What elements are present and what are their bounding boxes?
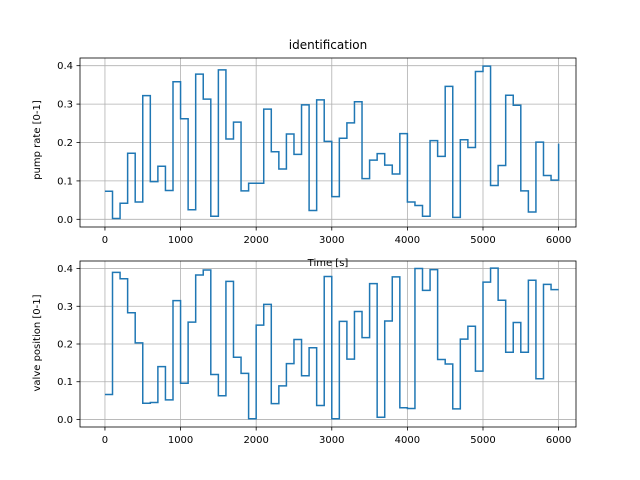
valve-position-subplot: 0 1000 2000 3000 4000 5000 6000 0.0 0.1 0.2 0.3 0.4 <box>57 260 577 446</box>
pump-rate-x-tick-label: 4000 <box>395 235 420 246</box>
valve-position-x-tick-label: 1000 <box>168 435 193 446</box>
pump-rate-series-line <box>104 65 560 220</box>
pump-rate-y-axis-label: pump rate [0-1] <box>32 100 43 180</box>
pump-rate-y-tick-label: 0.3 <box>57 100 73 111</box>
valve-position-x-tick-label: 0 <box>102 435 108 446</box>
pump-rate-y-tick-label: 0.4 <box>57 61 73 72</box>
valve-position-y-axis-label: valve position [0-1] <box>32 294 43 391</box>
valve-position-x-tick-label: 4000 <box>395 435 420 446</box>
valve-position-series-line <box>104 267 559 420</box>
pump-rate-x-tick-label: 1000 <box>168 235 193 246</box>
pump-rate-x-axis-label: Time [s] <box>307 258 349 269</box>
valve-position-x-tick-label: 5000 <box>470 435 495 446</box>
pump-rate-x-tick-label: 5000 <box>470 235 495 246</box>
valve-position-x-tick-label: 3000 <box>319 435 344 446</box>
pump-rate-x-tick-label: 0 <box>102 235 108 246</box>
valve-position-y-tick-label: 0.3 <box>57 302 73 313</box>
pump-rate-subplot: 0 1000 2000 3000 4000 5000 6000 0.0 0.1 0.2 0.3 0.4 <box>57 57 577 246</box>
pump-rate-y-tick-label: 0.1 <box>57 176 73 187</box>
chart-title: identification <box>289 38 367 52</box>
valve-position-y-tick-label: 0.4 <box>57 264 73 275</box>
valve-position-x-tick-label: 6000 <box>546 435 571 446</box>
valve-position-x-tick-label: 2000 <box>243 435 268 446</box>
valve-position-y-tick-label: 0.1 <box>57 377 73 388</box>
valve-position-y-tick-label: 0.0 <box>57 415 73 426</box>
pump-rate-x-tick-label: 6000 <box>546 235 571 246</box>
pump-rate-y-tick-label: 0.2 <box>57 138 73 149</box>
pump-rate-x-tick-label: 3000 <box>319 235 344 246</box>
pump-rate-y-tick-label: 0.0 <box>57 215 73 226</box>
pump-rate-x-tick-label: 2000 <box>243 235 268 246</box>
valve-position-y-tick-label: 0.2 <box>57 340 73 351</box>
